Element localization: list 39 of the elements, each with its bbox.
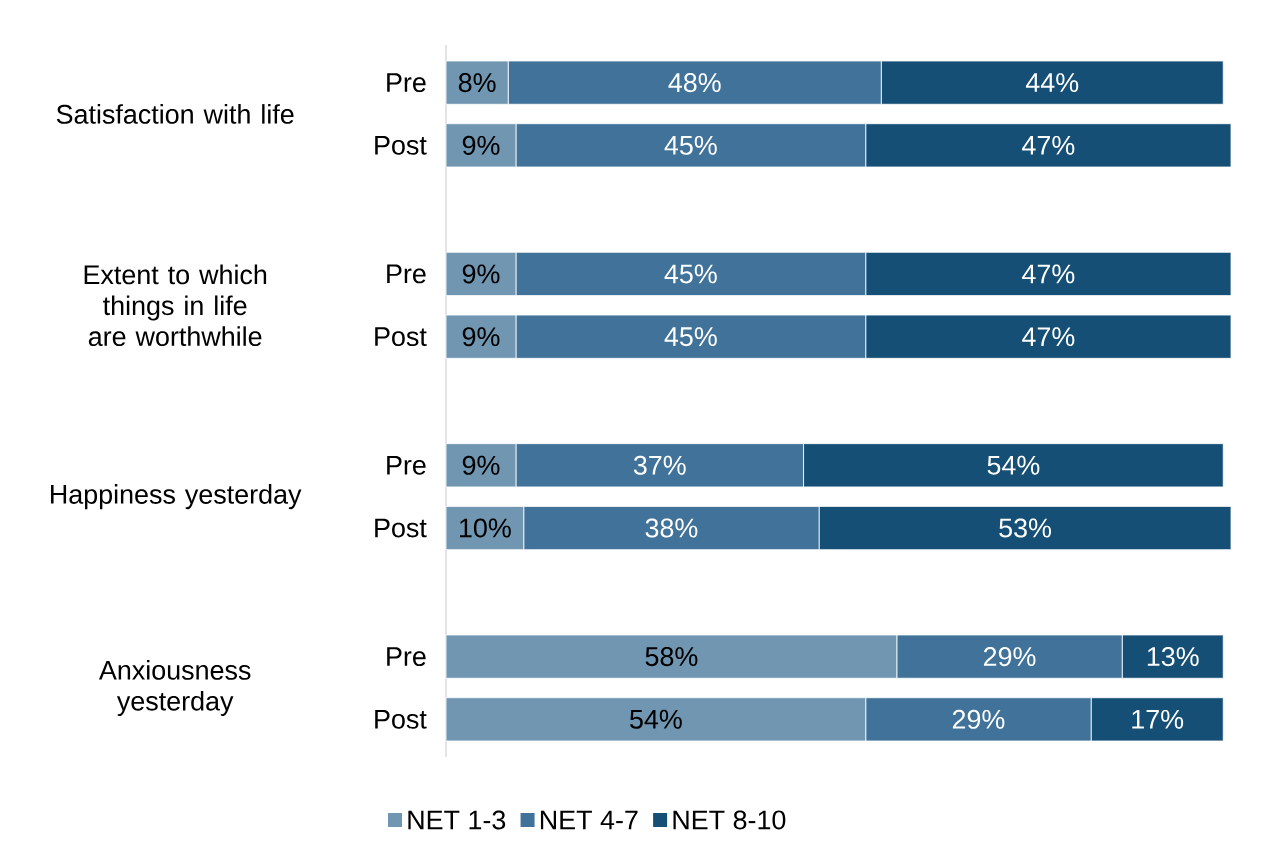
y-tick-label: Post	[375, 327, 427, 347]
data-label: 10%	[460, 518, 511, 538]
y-tick-label: Pre	[387, 73, 426, 93]
y-tick-label: Pre	[387, 455, 426, 475]
y-tick-label: Pre	[387, 647, 426, 667]
data-label: 44%	[1025, 73, 1079, 93]
data-label: 38%	[645, 518, 698, 538]
y-tick-label: Pre	[387, 264, 426, 284]
data-label: 47%	[1022, 264, 1075, 284]
text: Satisfaction with life	[56, 104, 294, 124]
y-tick-label: Post	[375, 518, 427, 538]
data-label: 8%	[458, 73, 496, 93]
data-label: 13%	[1147, 647, 1199, 667]
text: Extent to which things in life are worthwhile	[84, 264, 267, 347]
data-label: 45%	[664, 327, 717, 347]
data-label: 17%	[1132, 709, 1184, 729]
data-label: 53%	[999, 518, 1052, 538]
data-label: 37%	[633, 455, 686, 475]
text: Happiness yesterday	[51, 484, 302, 510]
data-label: 45%	[664, 135, 717, 155]
y-tick-label: Post	[375, 709, 427, 729]
text: Anxiousness yesterday	[98, 660, 251, 716]
y-tick-label: Post	[375, 135, 427, 155]
data-label: 54%	[630, 709, 682, 729]
data-label: 29%	[983, 647, 1036, 667]
data-label: 9%	[462, 455, 500, 475]
data-label: 9%	[462, 327, 500, 347]
data-label: 48%	[668, 73, 721, 93]
data-label: 54%	[987, 455, 1040, 475]
legend-label: NET 1-3	[408, 810, 506, 830]
data-label: 45%	[664, 264, 717, 284]
legend-label: NET 4-7	[540, 810, 638, 830]
data-label: 9%	[462, 264, 500, 284]
data-label: 47%	[1022, 135, 1075, 155]
data-label: 47%	[1022, 327, 1075, 347]
legend-label: NET 8-10	[673, 810, 786, 830]
data-label: 9%	[462, 135, 500, 155]
data-label: 29%	[952, 709, 1005, 729]
data-label: 58%	[645, 647, 698, 667]
